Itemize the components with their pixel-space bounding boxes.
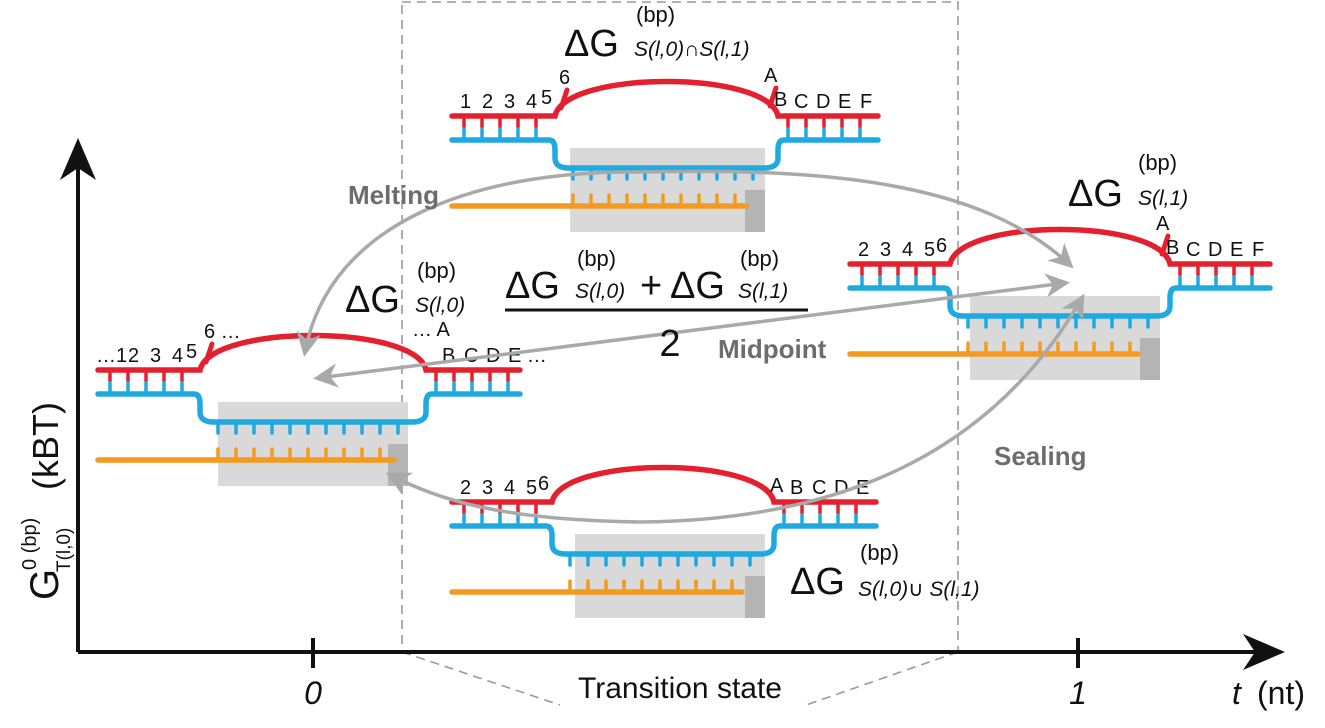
svg-text:G: G [23,569,67,600]
svg-text:ΔG: ΔG [790,561,845,603]
state-left: …1 2 3 4 56 …… AB C D E … [95,319,547,486]
svg-text:2: 2 [659,323,680,365]
base-label: A [770,475,784,497]
base-label: D [1208,239,1222,261]
base-label: 4 [172,345,183,367]
svg-text:ΔG: ΔG [505,265,560,307]
svg-text:S(l,0): S(l,0) [415,294,465,317]
states-layer: 1 2 3 4 56 AB C D E F2 3 4 5 6AB C D E F…1 2 3 4 56 …… AB C D E … [95,65,1273,618]
formula-midpoint: ΔG (bp) S(l,0) + ΔG (bp) S(l,1) 2 [505,246,808,365]
base-label: F [1252,239,1264,261]
base-label: 3 [880,239,891,261]
base-label: 5 [526,477,537,499]
base-label: 2 [128,345,139,367]
formula-bottom: ΔG (bp) S(l,0)∪ S(l,1) [790,540,980,603]
base-label: 4 [526,91,537,113]
base-label: 5 [541,87,552,109]
formula-right: ΔG (bp) S(l,1) [1068,150,1188,215]
base-label: A [764,65,778,87]
base-label: 6 [559,67,570,89]
base-label: 3 [150,345,161,367]
svg-text:S(l,0)∪ S(l,1): S(l,0)∪ S(l,1) [858,578,980,601]
svg-text:(bp): (bp) [636,2,675,27]
x-axis-arrow-icon [1243,634,1285,670]
base-label: B [1166,237,1179,259]
svg-text:T(l,0): T(l,0) [54,528,75,572]
base-label: 5 [924,239,935,261]
base-label: 5 [186,341,197,363]
base-label: 3 [482,477,493,499]
state-top: 1 2 3 4 56 AB C D E F [449,65,881,232]
svg-text:(bp): (bp) [740,246,779,271]
base-label: 4 [902,239,913,261]
base-label: C [1186,239,1200,261]
melting-label: Melting [348,180,439,210]
svg-text:ΔG: ΔG [345,279,400,321]
axes [60,138,1285,670]
base-label: 2 [460,477,471,499]
svg-text:(bp): (bp) [1138,150,1177,175]
state-right: 2 3 4 5 6 AB C D E F [847,213,1273,380]
base-label: E [838,91,851,113]
svg-text:(kBT): (kBT) [25,402,66,490]
transition-state-label: Transition state [578,672,782,705]
base-label: 3 [504,91,515,113]
svg-text:S(l,0)∩S(l,1): S(l,0)∩S(l,1) [634,38,749,61]
base-label: B [790,477,803,499]
y-axis-arrow-icon [60,138,96,180]
tick-label-0: 0 [304,675,322,711]
base-label: F [860,91,872,113]
x-axis-label: t (nt) [1232,675,1305,711]
svg-text:S(l,0): S(l,0) [575,280,625,303]
svg-text:S(l,1): S(l,1) [1138,187,1188,210]
transition-arrows [296,169,1085,524]
formula-left: ΔG (bp) S(l,0) [345,258,465,321]
base-label: C [794,91,808,113]
svg-text:ΔG: ΔG [1068,173,1123,215]
base-label: A [1156,213,1170,235]
base-label: …1 [96,345,127,367]
y-axis-label: G 0 (bp) T(l,0) (kBT) [19,402,75,600]
svg-text:0 (bp): 0 (bp) [19,518,41,570]
base-label: 2 [858,239,869,261]
midpoint-label: Midpoint [718,334,827,364]
svg-text:S(l,1): S(l,1) [738,280,788,303]
base-label: D [816,91,830,113]
sealing-label: Sealing [994,441,1086,471]
base-label: 4 [504,477,515,499]
base-label: … A [412,319,450,341]
base-label: 2 [482,91,493,113]
svg-text:t: t [1232,675,1242,711]
base-label: E [1230,239,1243,261]
base-label: C [812,477,826,499]
svg-text:(nt): (nt) [1257,675,1305,711]
base-label: 6 … [204,321,241,343]
base-label: 6 [936,235,947,257]
base-label: C [464,345,478,367]
formula-top: ΔG (bp) S(l,0)∩S(l,1) [564,2,749,65]
svg-text:(bp): (bp) [577,246,616,271]
svg-text:(bp): (bp) [860,540,899,565]
base-label: 1 [460,91,471,113]
svg-text:ΔG: ΔG [564,23,619,65]
midpoint-arrow [313,273,1070,388]
svg-text:ΔG: ΔG [670,265,725,307]
svg-text:+: + [640,265,662,307]
base-label: 6 [538,473,549,495]
tick-label-1: 1 [1069,675,1087,711]
base-label: B [774,89,787,111]
melting-arrow-to-right [639,169,1074,269]
svg-text:(bp): (bp) [417,258,456,283]
sealing-arrow-from-left [385,472,641,524]
